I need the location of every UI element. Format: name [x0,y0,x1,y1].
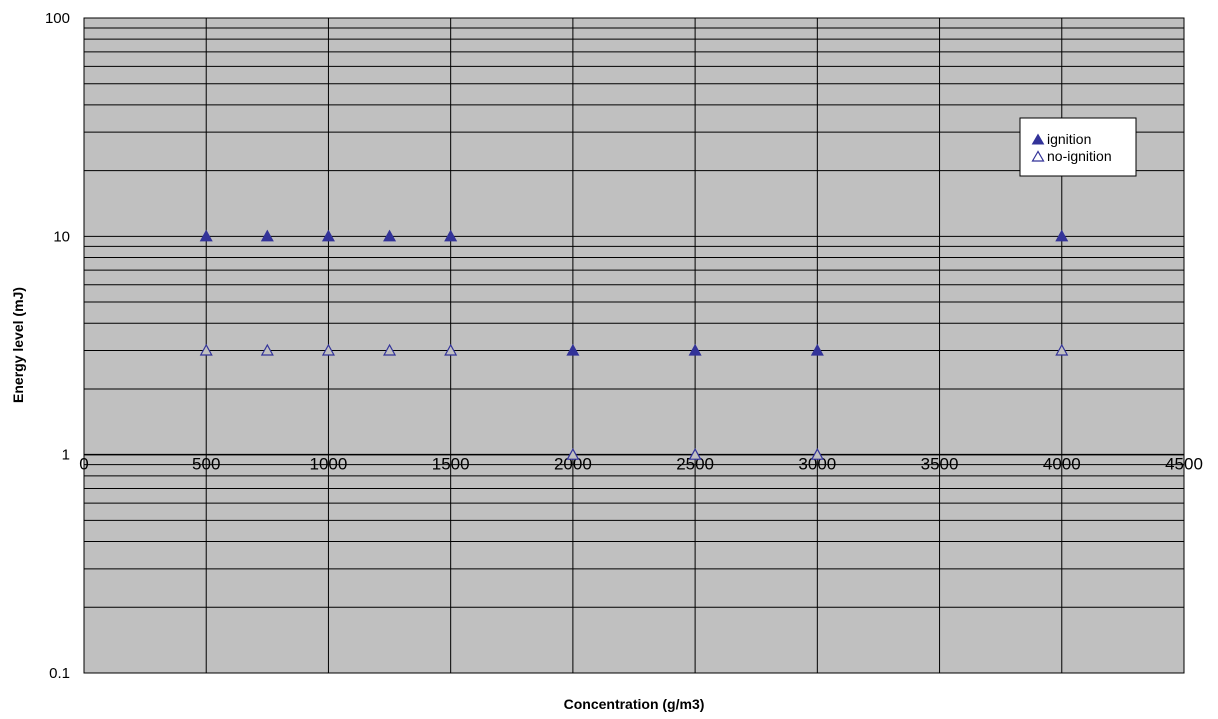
no-ignition-point [321,343,335,356]
no-ignition-point [810,447,824,460]
x-tick-label: 1000 [310,455,348,474]
plot-border [83,17,1185,674]
ignition-point [321,229,335,242]
x-tick-label: 1500 [432,455,470,474]
x-tick-label: 3000 [798,455,836,474]
ignition-point [566,343,580,356]
x-axis-title: Concentration (g/m3) [564,696,705,712]
legend-no-ignition-marker-icon [1031,150,1045,162]
no-ignition-point [688,447,702,460]
legend-ignition-marker-icon [1031,133,1045,145]
x-tick-label: 500 [192,455,220,474]
y-tick-label: 10 [53,228,70,245]
plot-area [84,18,1184,673]
x-tick-label: 2000 [554,455,592,474]
ignition-point [444,229,458,242]
ignition-point [199,229,213,242]
y-tick-label: 1 [62,447,70,464]
ignition-point [688,343,702,356]
ignition-point [810,343,824,356]
legend: ignition no-ignition [1019,117,1137,177]
x-tick-label: 0 [79,455,88,474]
x-tick-label: 4000 [1043,455,1081,474]
data-points [199,229,1069,460]
no-ignition-point [199,343,213,356]
no-ignition-point [383,343,397,356]
ignition-point [383,229,397,242]
x-tick-labels: 0 500 1000 1500 2000 2500 3000 3500 4000 4500 [79,455,1203,474]
y-tick-labels: 0.1 1 10 100 [45,10,70,682]
ignition-point [1055,229,1069,242]
ignition-point [260,229,274,242]
x-tick-label: 2500 [676,455,714,474]
legend-ignition-label: ignition [1047,131,1091,147]
y-axis-title: Energy level (mJ) [10,287,26,403]
no-ignition-point [260,343,274,356]
x-tick-label: 3500 [921,455,959,474]
legend-no-ignition-label: no-ignition [1047,148,1112,164]
legend-box [1019,117,1137,177]
y-tick-label: 0.1 [49,665,70,682]
no-ignition-point [566,447,580,460]
x-tick-label: 4500 [1165,455,1203,474]
no-ignition-point [1055,343,1069,356]
no-ignition-point [444,343,458,356]
y-tick-label: 100 [45,10,70,27]
